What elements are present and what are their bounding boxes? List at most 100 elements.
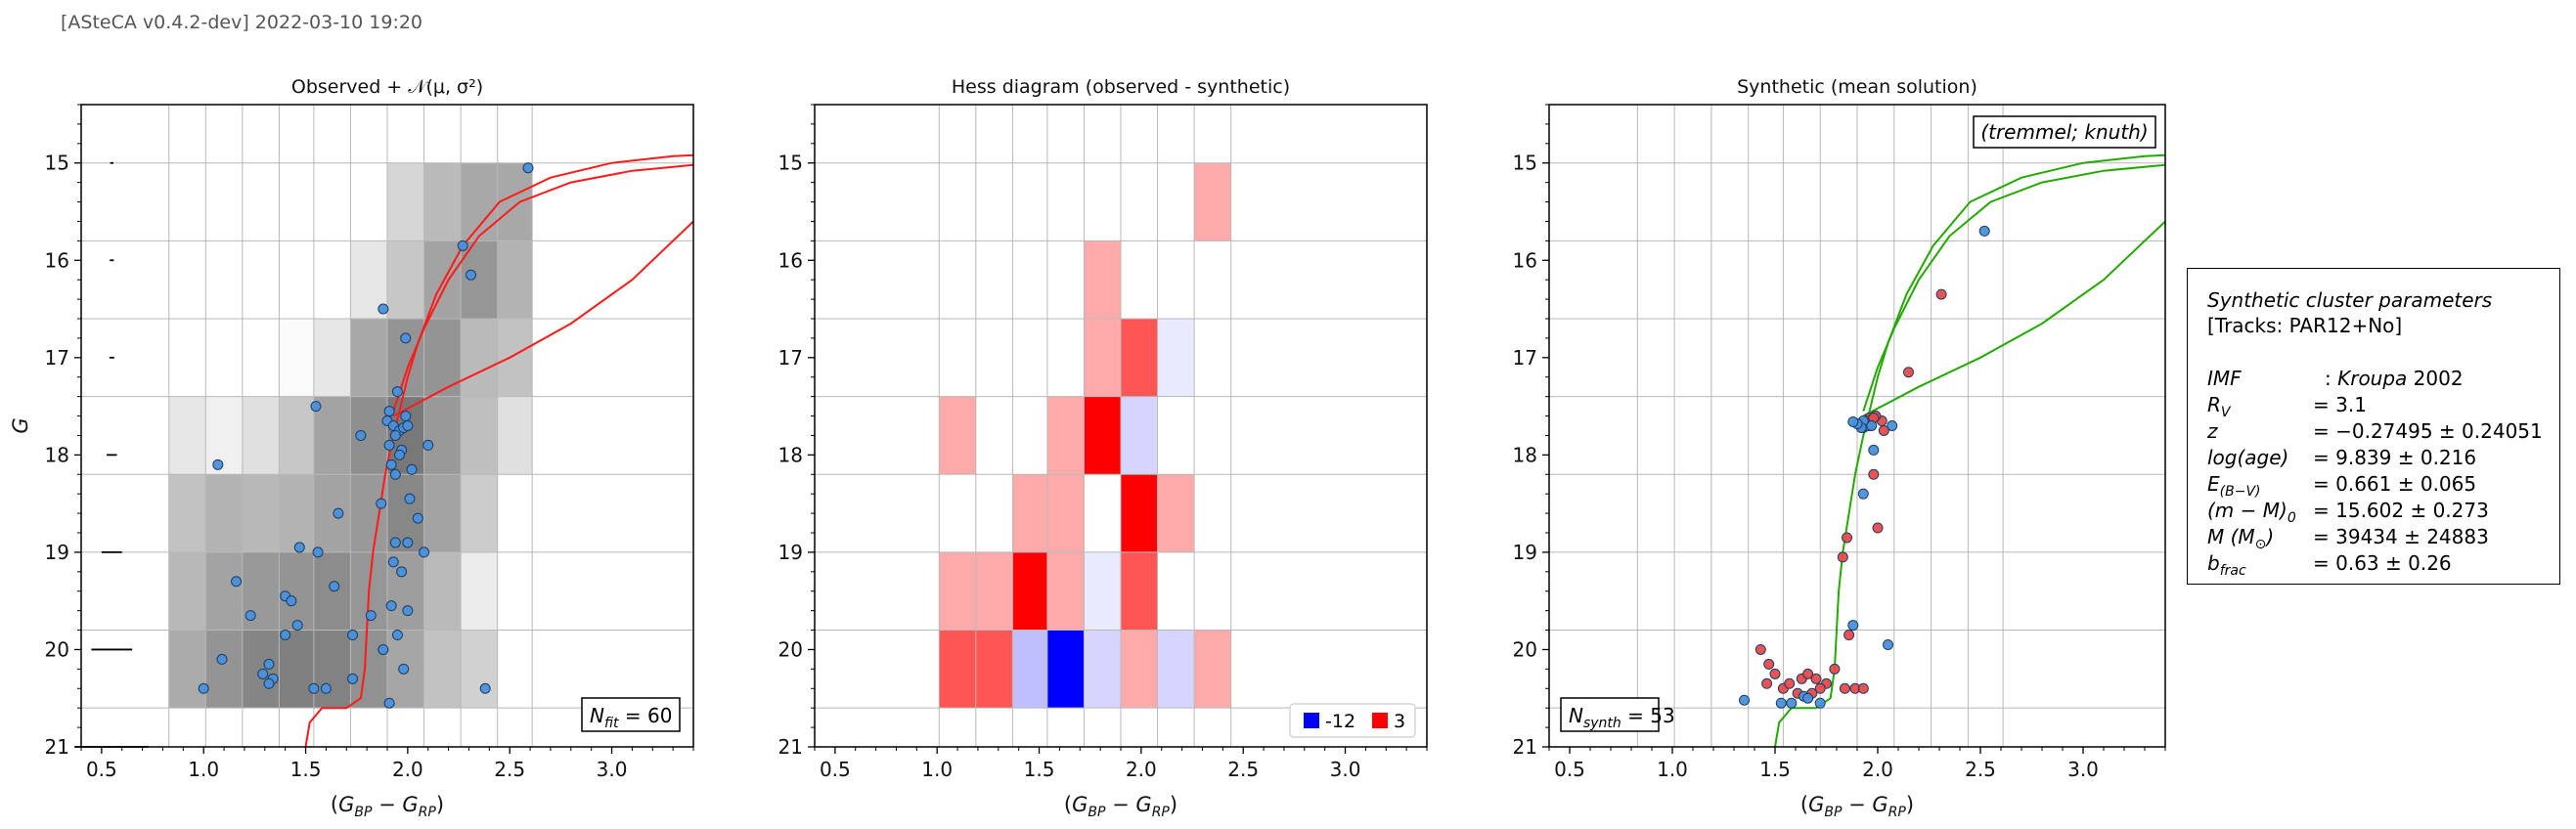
annotation-value: = 53 <box>1621 704 1675 727</box>
star-point <box>404 493 416 504</box>
legend-label: -12 <box>1325 711 1355 732</box>
star-point <box>391 630 403 641</box>
legend-box <box>1289 703 1416 738</box>
x-label-part: − <box>1105 793 1135 816</box>
x-label-subscript: BP <box>1088 805 1106 820</box>
x-label-part: ( <box>1800 793 1808 816</box>
density-cell <box>461 551 498 631</box>
x-tick-label: 2.0 <box>1862 758 1893 781</box>
star-point <box>1883 638 1893 650</box>
x-label-subscript: BP <box>354 805 373 820</box>
y-tick-label: 17 <box>1513 346 1537 370</box>
binary-star-point <box>1763 658 1775 670</box>
hess-cell <box>1157 630 1195 709</box>
param-value: = −0.27495 ± 0.24051 <box>2313 419 2543 443</box>
star-point <box>291 620 303 632</box>
y-tick-label: 19 <box>778 541 803 564</box>
binary-star-point <box>1814 682 1826 694</box>
panel-title: Hess diagram (observed - synthetic) <box>952 76 1290 98</box>
count-annotation-box <box>1560 697 1660 732</box>
binary-star-point <box>1903 367 1914 378</box>
param-value: = 3.1 <box>2313 393 2367 416</box>
density-cell <box>350 474 387 552</box>
density-cell <box>423 474 462 552</box>
density-cell <box>279 396 314 475</box>
density-cell <box>168 551 206 631</box>
y-tick-label: 20 <box>778 637 803 661</box>
x-tick-label: 1.5 <box>290 758 322 781</box>
star-point <box>1868 444 1880 456</box>
star-point <box>398 663 410 675</box>
density-cell <box>205 396 243 475</box>
star-point <box>412 512 423 524</box>
x-axis-label: (GBP − GRP) <box>331 793 444 820</box>
param-label: IMF <box>2207 367 2242 390</box>
binary-star-point <box>1802 668 1814 679</box>
density-cell <box>168 396 206 475</box>
method-annotation: (tremmel; knuth) <box>1980 120 2148 144</box>
param-value: = 0.63 ± 0.26 <box>2313 551 2452 575</box>
density-cell <box>423 162 462 241</box>
annotation-value: = 60 <box>619 704 673 727</box>
y-tick-label: 18 <box>778 443 803 466</box>
star-point <box>1978 225 1990 237</box>
isochrone-line <box>392 220 694 417</box>
star-point <box>383 697 395 709</box>
hess-cell <box>1084 630 1121 709</box>
x-ticks: 0.5 1.0 1.5 2.0 2.5 3.0 <box>1548 747 2166 781</box>
params-tracks: [Tracks: PAR12+No] <box>2207 314 2403 337</box>
star-point <box>457 240 468 251</box>
x-tick-label: 1.0 <box>188 758 219 781</box>
binary-star-point <box>1810 673 1822 684</box>
density-cell <box>461 319 498 397</box>
density-cell <box>387 162 424 241</box>
star-point <box>385 600 397 612</box>
y-ticks: 15 16 17 18 19 20 21 <box>778 104 815 759</box>
star-point <box>1847 416 1859 428</box>
density-cell <box>461 474 498 552</box>
density-cell <box>387 240 424 319</box>
star-point <box>1857 488 1869 500</box>
y-tick-label: 16 <box>45 248 69 272</box>
y-tick-label: 16 <box>1513 248 1537 272</box>
binary-star-point <box>1837 551 1848 563</box>
star-point <box>387 556 399 568</box>
x-label-part: − <box>1842 793 1872 816</box>
density-cell <box>423 319 462 397</box>
star-point <box>329 581 340 592</box>
star-point <box>400 332 412 344</box>
x-label-part: G <box>338 793 354 816</box>
hess-cell <box>1194 162 1231 241</box>
param-label: M (M⊙) <box>2207 525 2275 552</box>
star-point <box>263 658 275 670</box>
isochrone-line <box>304 153 694 748</box>
isochrone-line <box>1862 163 2166 412</box>
density-cell <box>313 319 351 397</box>
density-cell <box>423 551 462 631</box>
binary-star-point <box>1843 630 1855 641</box>
star-point <box>391 386 403 398</box>
y-tick-label: 17 <box>45 346 69 370</box>
density-cell <box>205 630 243 709</box>
star-point <box>231 576 243 588</box>
hess-cell <box>1121 551 1158 631</box>
density-cell <box>497 162 533 241</box>
x-tick-label: 3.0 <box>597 758 628 781</box>
star-point <box>466 269 477 281</box>
star-point <box>1775 697 1787 709</box>
x-label-part: ) <box>1170 793 1177 816</box>
count-annotation-box <box>581 697 681 732</box>
density-cell <box>279 474 314 552</box>
binary-star-point <box>1784 677 1796 689</box>
x-label-part: ) <box>1906 793 1914 816</box>
parameters-box: Synthetic cluster parameters [Tracks: PA… <box>2187 268 2560 585</box>
hess-cell <box>1046 474 1085 552</box>
hess-cell <box>939 396 976 475</box>
star-point <box>286 595 297 607</box>
binary-star-point <box>1761 677 1773 689</box>
x-label-part: G <box>1872 793 1888 816</box>
annotation-subscript: fit <box>604 716 619 731</box>
panel-synthetic: 0.5 1.0 1.5 2.0 2.5 3.0 15 16 17 18 19 20 21 Syntheti… <box>1513 76 2166 820</box>
star-point <box>320 682 332 694</box>
